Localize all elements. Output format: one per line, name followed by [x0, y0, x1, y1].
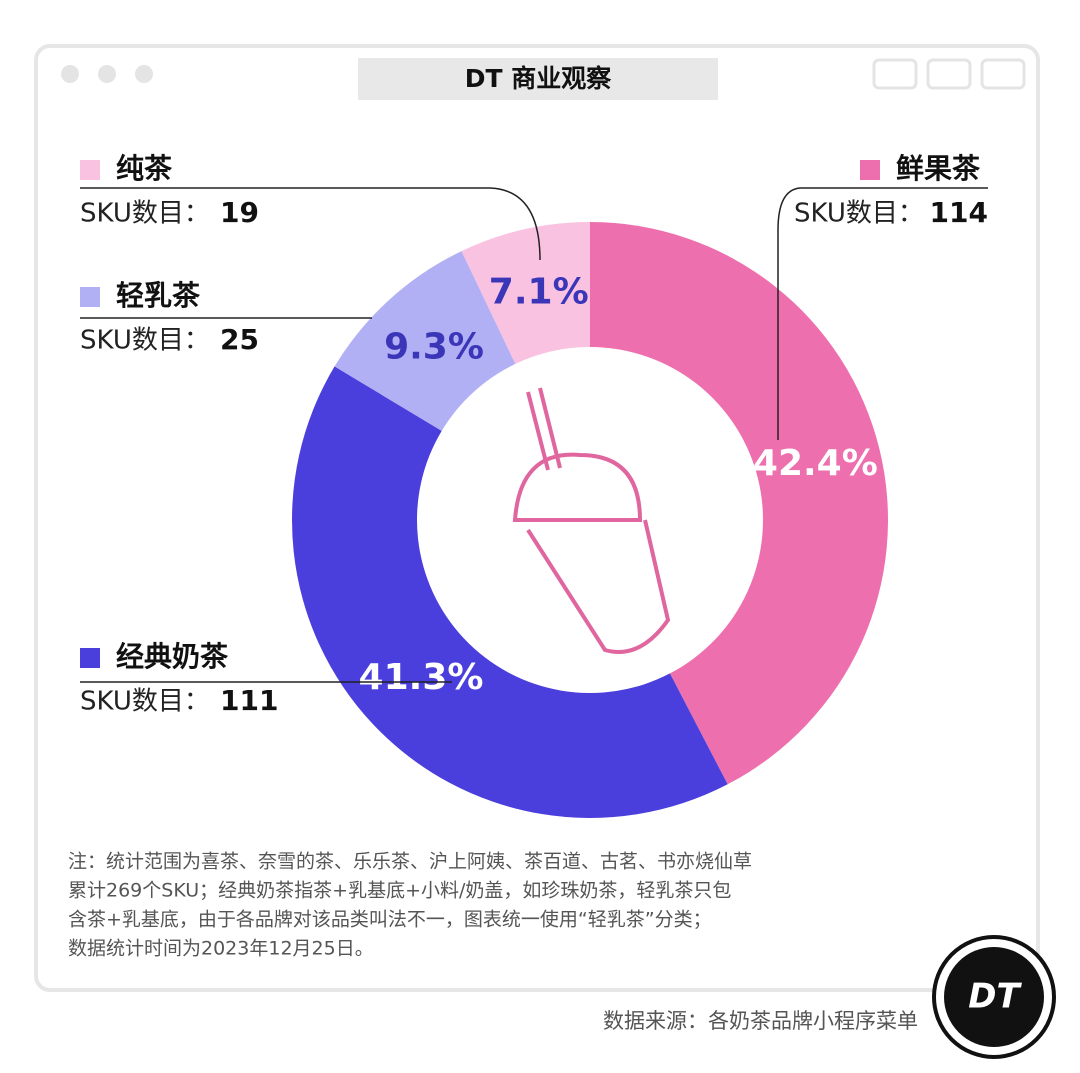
- legend-label: 鲜果茶: [896, 152, 981, 185]
- slice: [291, 366, 728, 819]
- legend-swatch: [80, 160, 100, 180]
- window-button: [98, 65, 116, 83]
- donut-chart: 42.4% 41.3% 9.3%7.1%: [291, 222, 889, 819]
- count-label: SKU数目：: [80, 199, 210, 229]
- legend-label: 经典奶茶: [116, 640, 229, 673]
- count-label: SKU数目：: [80, 326, 210, 356]
- window-button: [135, 65, 153, 83]
- title-box: [358, 58, 718, 100]
- notes: 注：统计范围为喜茶、奈雪的茶、乐乐茶、沪上阿姨、茶百道、古茗、书亦烧仙草累计26…: [68, 851, 752, 960]
- legend-swatch: [860, 160, 880, 180]
- count-label: SKU数目：: [80, 687, 210, 717]
- header-title: DT 商业观察: [465, 64, 613, 93]
- note-line: 累计269个SKU；经典奶茶指茶+乳基底+小料/奶盖，如珍珠奶茶，轻乳茶只包: [68, 880, 731, 902]
- value-label: 41.3%: [359, 657, 484, 698]
- value-label: 42.4%: [753, 443, 878, 484]
- logo: DT: [968, 977, 1022, 1017]
- count-label: SKU数目：: [794, 199, 924, 229]
- legend-label: 纯茶: [116, 152, 173, 185]
- note-line: 含茶+乳基底，由于各品牌对该品类叫法不一，图表统一使用“轻乳茶”分类；: [68, 909, 712, 931]
- slice: [461, 222, 590, 364]
- value-label: 9.3%: [384, 326, 484, 367]
- count-value: 25: [220, 323, 259, 356]
- count-value: 114: [930, 196, 988, 229]
- leader-line: [80, 187, 541, 261]
- slice: [590, 222, 889, 785]
- source: 数据来源：各奶茶品牌小程序菜单: [603, 1009, 918, 1033]
- logo-disc: [944, 947, 1044, 1047]
- note-line: 数据统计时间为2023年12月25日。: [68, 938, 374, 960]
- leader-line: [777, 187, 988, 440]
- window-icon: [926, 58, 972, 90]
- legend-swatch: [80, 287, 100, 307]
- slice: [334, 251, 516, 431]
- count-value: 111: [220, 684, 278, 717]
- cup-icon: [512, 387, 671, 654]
- value-label: 7.1%: [489, 272, 589, 313]
- legend-label: 轻乳茶: [116, 279, 201, 312]
- window-button: [61, 65, 79, 83]
- window-icon: [872, 58, 918, 90]
- legend-swatch: [80, 648, 100, 668]
- window-icon: [980, 58, 1026, 90]
- note-line: 注：统计范围为喜茶、奈雪的茶、乐乐茶、沪上阿姨、茶百道、古茗、书亦烧仙草: [68, 851, 752, 873]
- count-value: 19: [220, 196, 259, 229]
